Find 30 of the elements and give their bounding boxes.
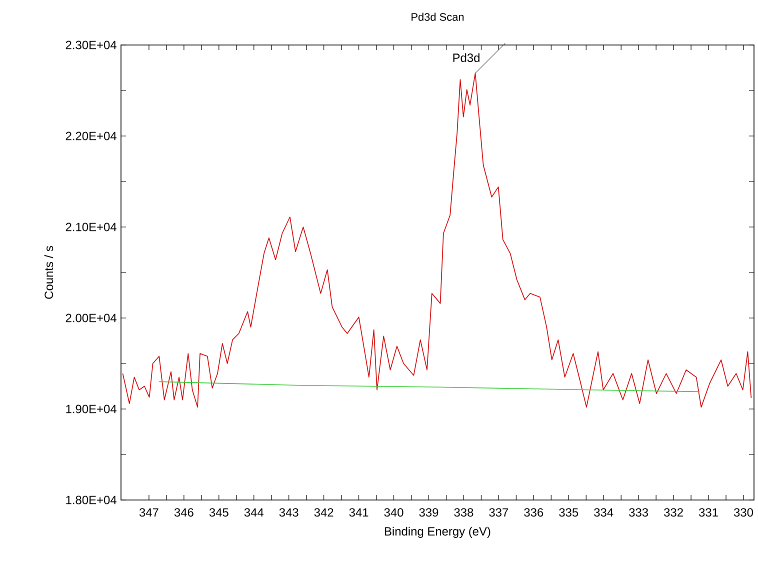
- x-tick-label: 331: [699, 508, 718, 517]
- y-tick-label: 2.00E+04: [66, 314, 116, 322]
- x-tick-label: 336: [524, 508, 544, 517]
- x-tick-label: 335: [559, 508, 578, 517]
- x-tick-label: 338: [454, 508, 474, 517]
- y-tick-label: 1.80E+04: [66, 496, 116, 504]
- x-tick-label: 340: [384, 508, 404, 517]
- x-tick-label: 337: [489, 508, 508, 517]
- y-axis-title: Counts / s: [44, 246, 54, 299]
- x-tick-label: 339: [419, 508, 438, 517]
- x-tick-label: 330: [734, 508, 754, 517]
- x-tick-label: 342: [314, 508, 334, 517]
- line-series: [158, 381, 700, 392]
- x-tick-label: 332: [664, 508, 683, 517]
- x-tick-label: 346: [174, 508, 194, 517]
- x-tick-label: 347: [139, 508, 158, 517]
- y-tick-label: 2.20E+04: [66, 132, 116, 140]
- x-tick-label: 333: [629, 508, 648, 517]
- y-tick-label: 2.30E+04: [66, 40, 116, 50]
- y-tick-label: 1.90E+04: [66, 404, 116, 414]
- line-series: [122, 72, 752, 408]
- annotation: Pd3d: [453, 53, 480, 62]
- x-tick-label: 345: [209, 508, 228, 517]
- x-tick-label: 341: [349, 508, 368, 517]
- x-tick-label: 343: [279, 508, 298, 517]
- x-tick-label: 334: [594, 508, 614, 517]
- chart-title: Pd3d Scan: [412, 12, 464, 21]
- y-tick-label: 2.10E+04: [66, 222, 116, 232]
- x-tick-label: 344: [244, 508, 264, 517]
- x-axis-title: Binding Energy (eV): [384, 526, 490, 538]
